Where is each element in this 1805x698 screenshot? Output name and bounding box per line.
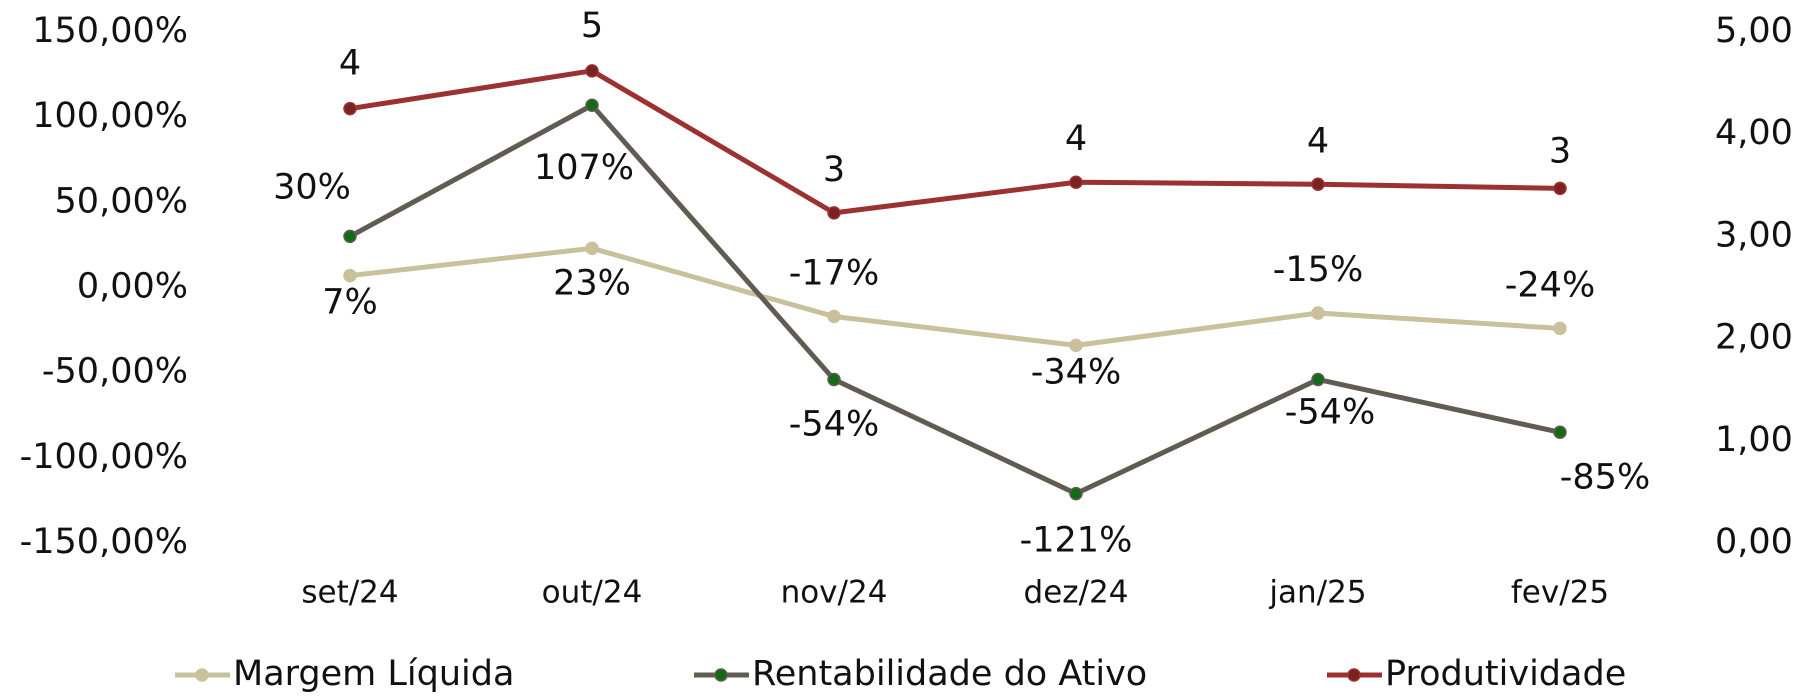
y2-tick-label: 1,00 [1715,420,1793,460]
legend-marker [195,668,209,682]
y2-tick-label: 0,00 [1715,522,1793,562]
data-label: 4 [1065,119,1087,159]
y-tick-label: -150,00% [20,522,188,562]
data-label: 4 [1307,121,1329,161]
data-label: -54% [789,404,879,444]
marker [1553,321,1567,336]
data-label: -121% [1020,521,1133,561]
data-label: 23% [553,263,631,303]
marker [1553,181,1567,196]
x-tick-label: dez/24 [1024,575,1129,611]
marker [1069,338,1083,353]
data-label: -85% [1560,457,1650,497]
data-label: 7% [322,283,378,323]
marker [343,229,357,244]
marker [1311,177,1325,192]
y-tick-label: -50,00% [42,352,188,392]
marker [827,372,841,387]
data-label: -34% [1031,352,1121,392]
legend-marker [714,668,728,682]
x-tick-label: set/24 [301,575,398,611]
x-tick-label: out/24 [542,575,643,611]
x-tick-label: nov/24 [781,575,888,611]
data-label: 4 [339,44,361,84]
series-line [349,245,1561,348]
x-tick-label: fev/25 [1511,575,1609,611]
legend-marker [1347,668,1361,682]
marker [1311,372,1325,387]
marker [1553,425,1567,440]
y-tick-label: 0,00% [77,267,188,307]
y-tick-label: 150,00% [32,11,188,51]
marker [1069,486,1083,501]
marker [585,241,599,256]
marker [1311,306,1325,320]
marker [343,268,357,283]
series-line [349,68,1561,216]
marker [827,309,841,324]
legend-label: Produtividade [1385,654,1626,694]
y-tick-label: 50,00% [55,181,188,221]
y-tick-label: -100,00% [20,437,188,477]
data-label: 30% [273,167,351,207]
marker [585,98,599,112]
y2-tick-label: 5,00 [1715,11,1793,51]
x-tick-label: jan/25 [1268,575,1366,611]
y2-tick-label: 2,00 [1715,318,1793,358]
series-line [348,102,1561,497]
marker [827,206,841,220]
data-label: -54% [1285,392,1375,432]
data-label: -15% [1273,250,1363,290]
legend-label: Rentabilidade do Ativo [752,654,1147,694]
y-tick-label: 100,00% [32,96,188,136]
legend-label: Margem Líquida [233,654,514,694]
data-label: 5 [581,6,603,46]
data-label: -17% [789,253,879,293]
data-label: -24% [1505,265,1595,305]
marker [1069,175,1083,189]
marker [585,64,599,78]
data-label: 3 [823,150,845,190]
data-label: 3 [1549,131,1571,171]
y2-tick-label: 4,00 [1715,113,1793,153]
y2-tick-label: 3,00 [1715,215,1793,255]
marker [343,101,357,116]
data-label: 107% [534,148,634,188]
